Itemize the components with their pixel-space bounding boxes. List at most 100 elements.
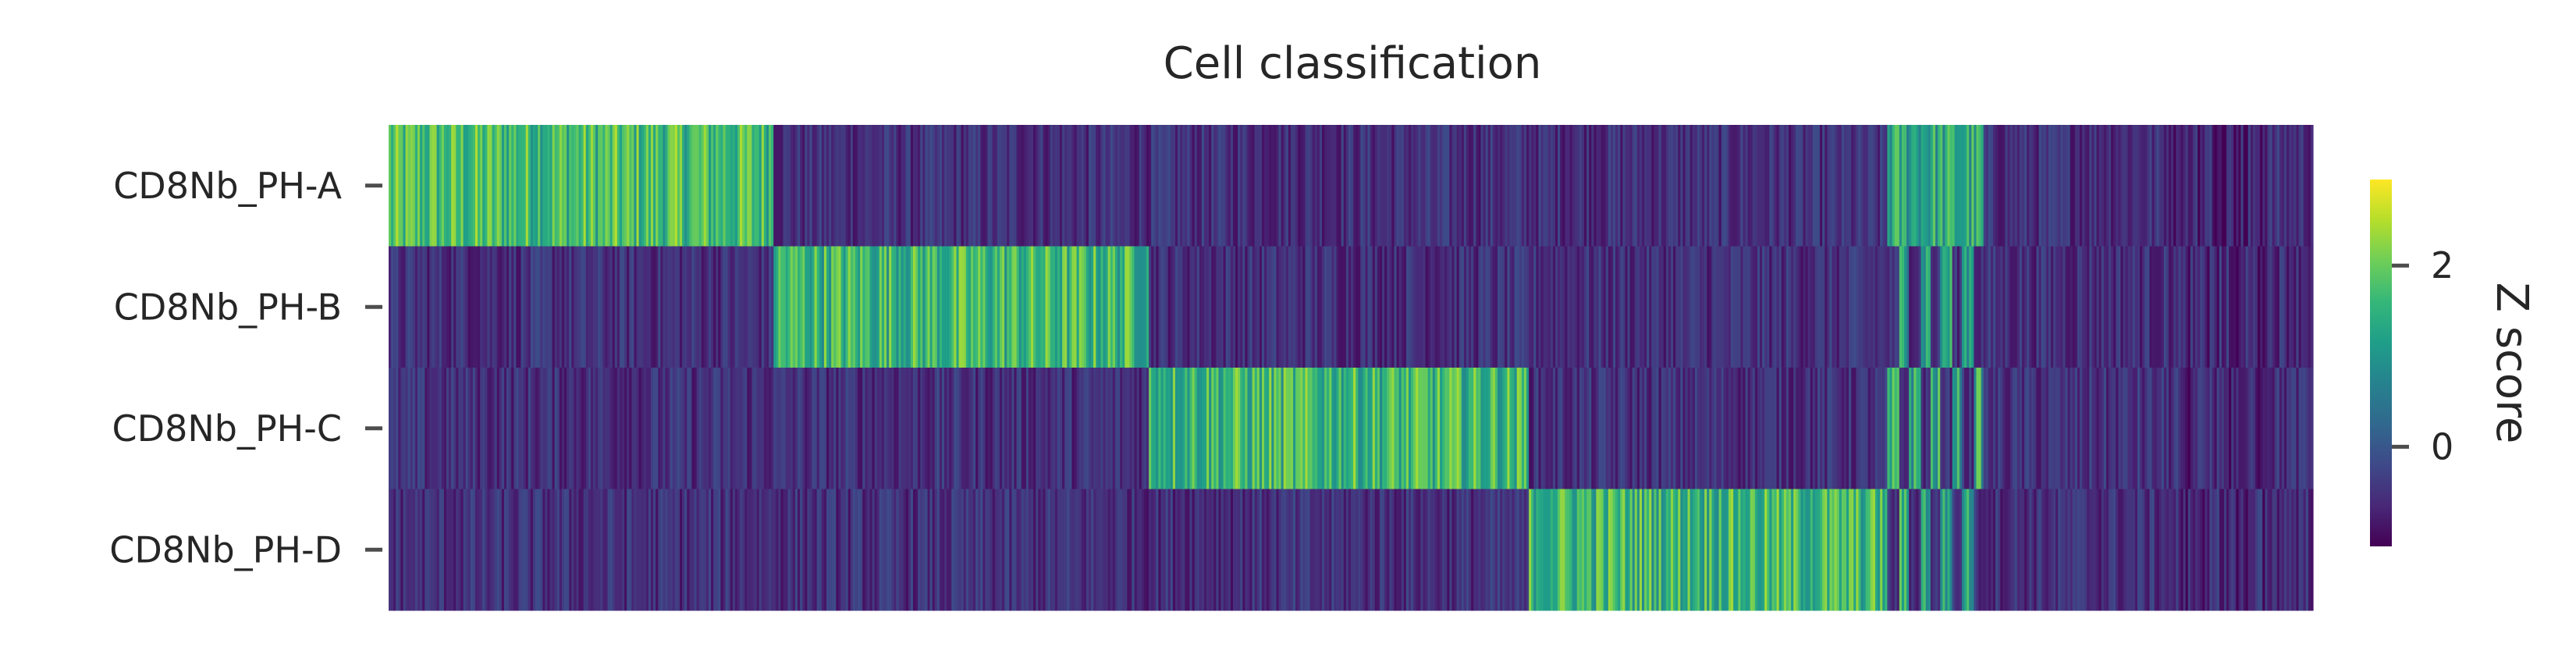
heatmap-cell <box>1011 125 1015 247</box>
heatmap-cell <box>2077 246 2080 368</box>
heatmap-cell <box>1391 125 1395 247</box>
heatmap-cell <box>1469 246 1472 368</box>
heatmap-cell <box>2229 489 2232 611</box>
heatmap-cell <box>1009 368 1012 489</box>
heatmap-cell <box>1021 246 1025 368</box>
heatmap-cell <box>840 125 844 247</box>
heatmap-cell <box>460 246 464 368</box>
heatmap-cell <box>1356 125 1359 247</box>
heatmap-cell <box>1454 246 1458 368</box>
heatmap-cell <box>708 246 712 368</box>
heatmap-cell <box>961 125 965 247</box>
heatmap-cell <box>645 246 649 368</box>
heatmap-cell <box>2082 125 2085 247</box>
heatmap-cell <box>1050 489 1053 611</box>
heatmap-cell <box>1856 125 1859 247</box>
heatmap-cell <box>1843 246 1847 368</box>
heatmap-cell <box>855 489 858 611</box>
heatmap-cell <box>432 489 435 611</box>
heatmap-cell <box>467 368 471 489</box>
heatmap-cell <box>619 125 623 247</box>
heatmap-cell <box>1632 125 1636 247</box>
heatmap-cell <box>624 125 627 247</box>
heatmap-cell <box>727 125 731 247</box>
heatmap-cell <box>425 368 428 489</box>
heatmap-cell <box>1750 368 1753 489</box>
heatmap-cell <box>663 246 666 368</box>
heatmap-cell <box>1990 368 1994 489</box>
heatmap-cell <box>1615 489 1618 611</box>
heatmap-cell <box>463 489 467 611</box>
heatmap-cell <box>571 489 574 611</box>
heatmap-cell <box>1220 368 1224 489</box>
heatmap-cell <box>1363 246 1366 368</box>
heatmap-cell <box>2305 489 2309 611</box>
heatmap-cell <box>2080 368 2083 489</box>
heatmap-cell <box>663 125 666 247</box>
heatmap-cell <box>1716 489 1720 611</box>
heatmap-cell <box>987 125 991 247</box>
heatmap-cell <box>734 368 738 489</box>
heatmap-cell <box>1360 489 1364 611</box>
heatmap-cell <box>2084 368 2087 489</box>
heatmap-cell <box>1505 125 1508 247</box>
heatmap-cell <box>1170 489 1174 611</box>
heatmap-cell <box>1047 246 1051 368</box>
heatmap-cell <box>939 368 943 489</box>
heatmap-cell <box>958 125 962 247</box>
heatmap-cell <box>2118 489 2121 611</box>
heatmap-cell <box>1374 489 1378 611</box>
heatmap-cell <box>1925 125 1929 247</box>
heatmap-cell <box>458 125 462 247</box>
heatmap-cell <box>1740 368 1744 489</box>
heatmap-cell <box>705 489 709 611</box>
heatmap-cell <box>1872 125 1876 247</box>
heatmap-cell <box>456 125 459 247</box>
heatmap-cell <box>2067 368 2071 489</box>
heatmap-cell <box>1134 489 1138 611</box>
heatmap-cell <box>1471 368 1474 489</box>
heatmap-cell <box>776 489 779 611</box>
heatmap-cell <box>1367 246 1371 368</box>
heatmap-cell <box>1507 489 1511 611</box>
heatmap-cell <box>814 368 818 489</box>
heatmap-cell <box>956 368 960 489</box>
heatmap-cell <box>1901 368 1905 489</box>
heatmap-cell <box>2101 125 2105 247</box>
heatmap-cell <box>1259 246 1263 368</box>
heatmap-cell <box>1494 368 1498 489</box>
heatmap-cell <box>1959 368 1963 489</box>
heatmap-cell <box>593 368 596 489</box>
heatmap-cell <box>1134 246 1138 368</box>
heatmap-cell <box>2014 489 2018 611</box>
heatmap-cell <box>1245 368 1249 489</box>
heatmap-cell <box>840 489 844 611</box>
heatmap-cell <box>1930 489 1934 611</box>
heatmap-cell <box>1302 246 1306 368</box>
heatmap-cell <box>1711 489 1715 611</box>
heatmap-cell <box>1920 489 1924 611</box>
heatmap-cell <box>725 125 729 247</box>
heatmap-cell <box>1940 489 1943 611</box>
heatmap-cell <box>1858 246 1862 368</box>
heatmap-cell <box>703 368 707 489</box>
heatmap-cell <box>1925 489 1929 611</box>
heatmap-cell <box>1663 368 1667 489</box>
heatmap-cell <box>840 368 844 489</box>
heatmap-cell <box>992 368 996 489</box>
heatmap-cell <box>1791 246 1794 368</box>
heatmap-cell <box>2120 125 2124 247</box>
heatmap-cell <box>905 489 909 611</box>
heatmap-cell <box>2166 489 2169 611</box>
heatmap-cell <box>1976 125 1980 247</box>
heatmap-cell <box>1872 489 1876 611</box>
heatmap-cell <box>414 125 418 247</box>
heatmap-cell <box>1057 125 1061 247</box>
heatmap-cell <box>1654 246 1658 368</box>
heatmap-cell <box>1565 246 1569 368</box>
heatmap-cell <box>1622 368 1626 489</box>
heatmap-cell <box>1403 489 1407 611</box>
heatmap-cell <box>2212 489 2215 611</box>
heatmap-cell <box>929 368 933 489</box>
heatmap-cell <box>1718 489 1722 611</box>
